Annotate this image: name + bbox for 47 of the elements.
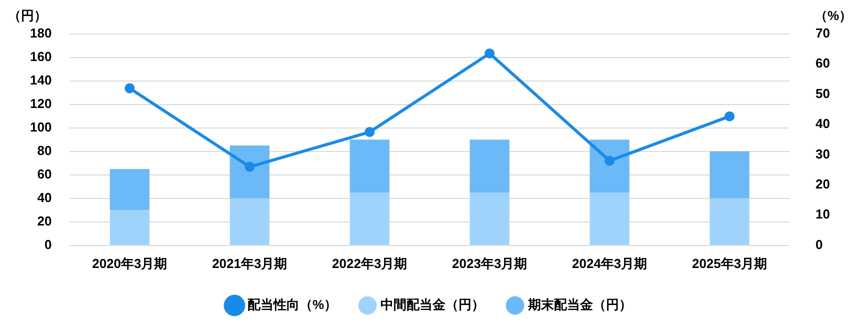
y-axis-title: （円） [8,8,47,24]
x-tick-label: 2023年3月期 [452,256,528,271]
y2-tick-label: 40 [816,116,830,132]
y-tick-label: 40 [37,190,52,205]
y2-tick-label: 10 [816,206,830,222]
legend-label: 配当性向（%） [247,297,338,312]
y2-tick-label: 20 [816,176,830,192]
x-tick-label: 2024年3月期 [572,256,648,271]
y-tick-label: 160 [30,48,52,64]
bar [350,140,390,192]
y2-tick-label: 50 [816,86,830,101]
point [364,127,375,138]
bar [590,140,630,192]
point [244,162,255,172]
point [604,156,615,166]
bar [710,151,750,198]
bar [710,198,750,245]
x-tick-label: 2021年3月期 [212,256,288,271]
y2-tick-label: 0 [816,236,823,252]
y-tick-label: 0 [44,236,52,252]
y2-tick-label: 30 [816,146,830,162]
y-tick-label: 20 [37,213,52,228]
y-tick-label: 100 [30,119,52,134]
y2-axis-title: （%） [814,8,852,24]
bar [110,168,150,210]
y-tick-label: 140 [30,72,52,88]
bar [350,192,390,245]
point [124,83,135,94]
bar [230,145,270,198]
legend-label: 期末配当金（円） [527,297,632,312]
bar [470,192,510,245]
x-tick-label: 2020年3月期 [92,256,168,271]
y-tick-label: 60 [37,166,52,182]
bar [590,192,630,245]
y-tick-label: 120 [30,96,52,111]
point [724,111,735,122]
y2-tick-label: 60 [816,56,830,71]
x-tick-label: 2022年3月期 [332,256,408,271]
y2-tick-label: 70 [816,25,830,40]
legend-label: 中間配当金（円） [380,297,485,312]
bar [470,140,510,192]
point [484,48,495,58]
x-tick-label: 2025年3月期 [692,256,768,271]
bar [110,210,150,245]
y-tick-label: 180 [30,25,52,40]
bar [230,198,270,245]
y-tick-label: 80 [37,142,52,158]
